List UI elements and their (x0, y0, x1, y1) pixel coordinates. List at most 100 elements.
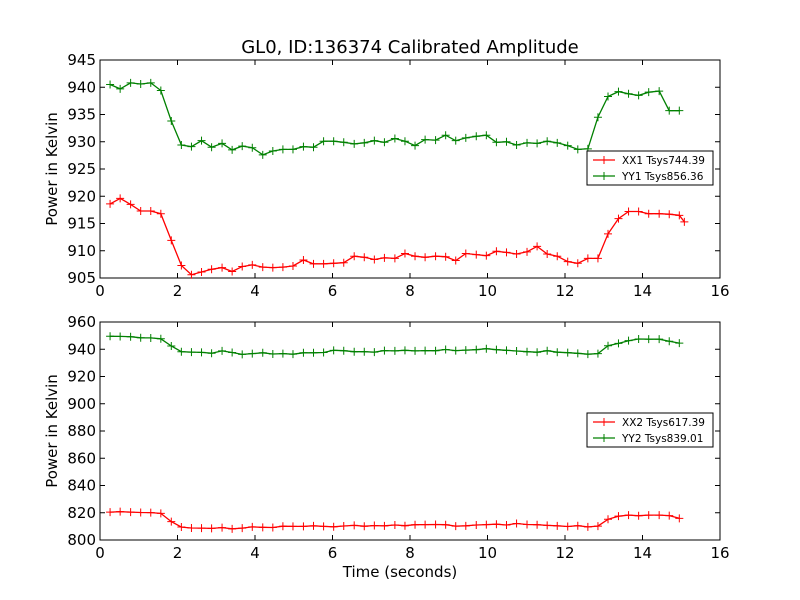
top-subplot: 0 2 4 6 8 10 12 14 16 905 910 915 920 925 930 935 940 945… (43, 51, 730, 300)
x-tick-label: 0 (95, 282, 105, 300)
data-point-marker (533, 348, 542, 357)
data-point-marker (187, 142, 196, 151)
data-point-marker (146, 78, 155, 87)
data-point-marker (228, 267, 237, 276)
data-point-marker (421, 253, 430, 262)
legend-marker-1 (600, 156, 608, 164)
data-point-marker (156, 334, 165, 343)
x-tick-label: 8 (405, 282, 415, 300)
data-point-marker (573, 259, 582, 268)
data-point-marker (350, 139, 359, 148)
legend: XX1 Tsys744.39 YY1 Tsys856.36 (586, 150, 714, 186)
data-point-marker (634, 335, 643, 344)
y-tick-label: 960 (67, 313, 96, 331)
data-point-marker (411, 346, 420, 355)
data-point-marker (329, 259, 338, 268)
data-point-marker (380, 138, 389, 147)
data-point-marker (492, 345, 501, 354)
data-point-marker (390, 254, 399, 263)
y-axis-label: Power in Kelvin (43, 374, 61, 488)
data-point-marker (482, 251, 491, 260)
data-point-marker (624, 511, 633, 520)
data-point-marker (553, 138, 562, 147)
data-point-marker (278, 349, 287, 358)
data-point-marker (288, 350, 297, 359)
data-point-marker (197, 524, 206, 533)
y-tick-label: 930 (67, 133, 96, 151)
data-point-marker (339, 521, 348, 530)
y-tick-label: 935 (67, 106, 96, 124)
x-tick-label: 16 (710, 544, 729, 562)
x-tick-label: 2 (173, 282, 183, 300)
y-tick-label: 910 (67, 242, 96, 260)
data-point-marker (502, 346, 511, 355)
data-point-marker (268, 350, 277, 359)
data-point-marker (523, 138, 532, 147)
y-tick-label: 860 (67, 449, 96, 467)
data-point-marker (207, 265, 216, 274)
data-point-marker (624, 89, 633, 98)
series-line-1 (109, 197, 685, 276)
data-point-marker (218, 523, 227, 532)
data-point-marker (492, 520, 501, 529)
y-tick-label: 940 (67, 340, 96, 358)
data-point-marker (187, 270, 196, 279)
data-point-marker (309, 259, 318, 268)
data-point-marker (309, 521, 318, 530)
data-point-marker (675, 514, 684, 523)
legend-box (586, 150, 714, 186)
data-point-marker (299, 522, 308, 531)
y-axis-label: Power in Kelvin (43, 112, 61, 226)
legend-label-1: XX1 Tsys744.39 (622, 155, 705, 167)
data-point-marker (533, 242, 542, 251)
data-point-marker (441, 131, 450, 140)
data-point-marker (523, 247, 532, 256)
data-point-marker (655, 335, 664, 344)
data-point-marker (278, 522, 287, 531)
data-point-marker (248, 260, 257, 269)
data-point-marker (644, 511, 653, 520)
data-point-marker (431, 136, 440, 145)
data-point-marker (523, 520, 532, 529)
data-point-marker (258, 150, 267, 159)
data-point-marker (218, 346, 227, 355)
data-point-marker (400, 249, 409, 258)
data-point-marker (553, 521, 562, 530)
data-point-marker (451, 522, 460, 531)
data-point-marker (583, 254, 592, 263)
data-point-marker (665, 337, 674, 346)
y-tick-label: 880 (67, 422, 96, 440)
y-tick-label: 940 (67, 78, 96, 96)
data-point-marker (583, 350, 592, 359)
data-point-marker (390, 134, 399, 143)
legend-label-2: YY1 Tsys856.36 (621, 171, 704, 183)
data-point-marker (512, 347, 521, 356)
data-point-marker (665, 511, 674, 520)
data-point-marker (197, 136, 206, 145)
data-point-marker (543, 346, 552, 355)
y-tick-label: 925 (67, 160, 96, 178)
data-point-marker (593, 254, 602, 263)
data-point-marker (238, 524, 247, 533)
x-tick-label: 2 (173, 544, 183, 562)
x-tick-label: 14 (633, 544, 652, 562)
y-tick-label: 840 (67, 477, 96, 495)
data-point-marker (400, 346, 409, 355)
data-point-marker (136, 79, 145, 88)
data-point-marker (136, 206, 145, 215)
data-point-marker (400, 521, 409, 530)
data-point-marker (278, 263, 287, 272)
data-point-marker (248, 522, 257, 531)
data-point-marker (207, 143, 216, 152)
data-point-marker (136, 508, 145, 517)
data-point-marker (167, 517, 176, 526)
data-point-marker (177, 523, 186, 532)
data-point-marker (593, 522, 602, 531)
data-point-marker (339, 258, 348, 267)
data-point-marker (339, 346, 348, 355)
data-point-marker (156, 209, 165, 218)
data-point-marker (319, 522, 328, 531)
data-point-marker (238, 142, 247, 151)
y-tick-label: 820 (67, 504, 96, 522)
